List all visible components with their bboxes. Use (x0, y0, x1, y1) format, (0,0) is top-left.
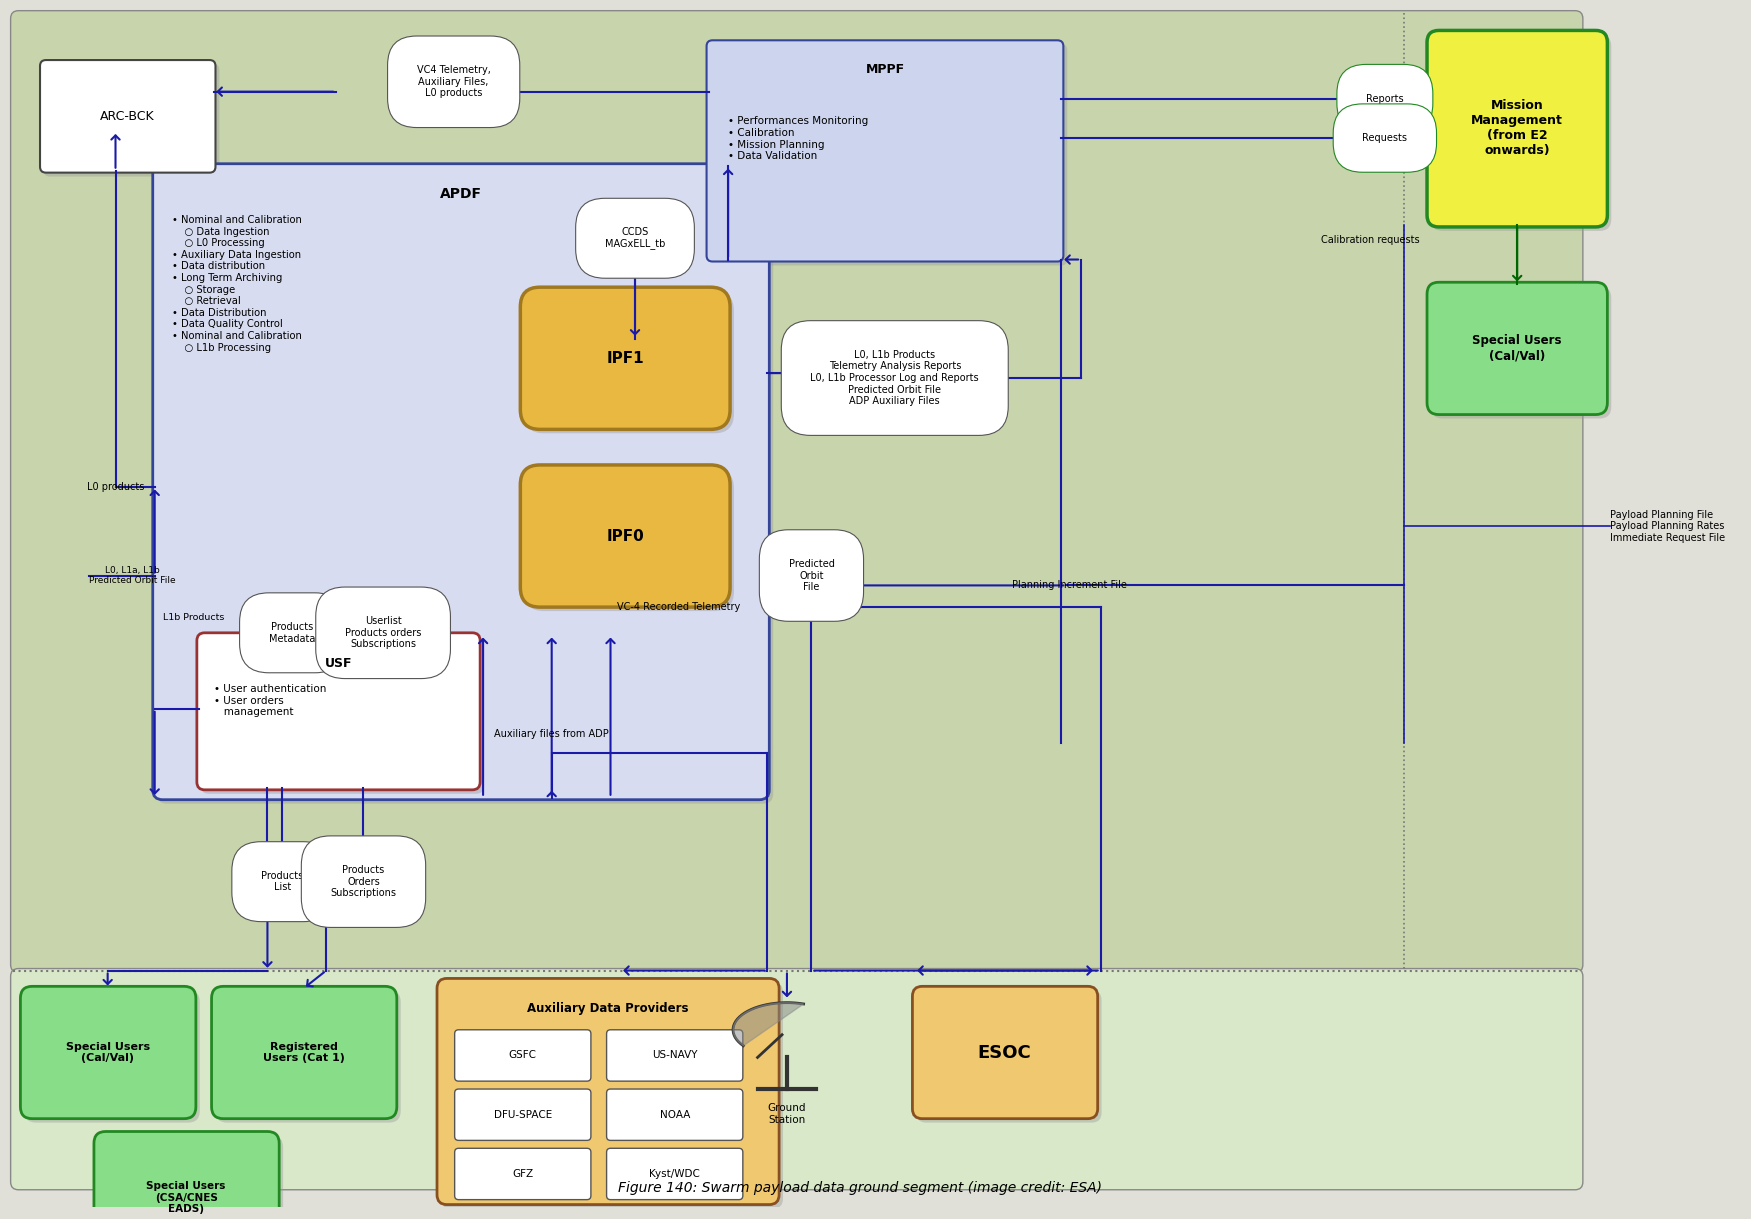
Text: DFU-SPACE: DFU-SPACE (494, 1109, 552, 1120)
Text: APDF: APDF (440, 188, 482, 201)
Text: NOAA: NOAA (660, 1109, 690, 1120)
FancyBboxPatch shape (520, 464, 730, 607)
Text: USF: USF (324, 657, 352, 669)
Text: Products
List: Products List (261, 870, 303, 892)
Text: Predicted
Orbit
File: Predicted Orbit File (788, 560, 835, 592)
FancyBboxPatch shape (455, 1089, 590, 1141)
Text: US-NAVY: US-NAVY (651, 1051, 697, 1061)
FancyBboxPatch shape (1431, 286, 1611, 418)
FancyBboxPatch shape (201, 636, 483, 794)
Text: ARC-BCK: ARC-BCK (100, 110, 154, 123)
Text: Requests: Requests (1362, 133, 1408, 143)
Text: Special Users
(Cal/Val): Special Users (Cal/Val) (1473, 334, 1562, 362)
FancyBboxPatch shape (156, 168, 774, 803)
Text: Mission
Management
(from E2
onwards): Mission Management (from E2 onwards) (1471, 99, 1564, 157)
Text: CCDS
MAGxELL_tb: CCDS MAGxELL_tb (604, 227, 665, 249)
Text: Special Users
(Cal/Val): Special Users (Cal/Val) (65, 1042, 151, 1063)
FancyBboxPatch shape (152, 163, 769, 800)
FancyBboxPatch shape (606, 1148, 742, 1199)
FancyBboxPatch shape (455, 1030, 590, 1081)
Text: • Nominal and Calibration
    ○ Data Ingestion
    ○ L0 Processing
• Auxiliary D: • Nominal and Calibration ○ Data Ingesti… (172, 215, 303, 352)
Text: Userlist
Products orders
Subscriptions: Userlist Products orders Subscriptions (345, 617, 422, 650)
Text: Calibration requests: Calibration requests (1320, 235, 1418, 245)
FancyBboxPatch shape (524, 291, 734, 433)
Text: GFZ: GFZ (513, 1169, 534, 1179)
Text: • User authentication
• User orders
   management: • User authentication • User orders mana… (214, 684, 326, 717)
FancyBboxPatch shape (98, 1135, 284, 1219)
Text: L0, L1a, L1b
Predicted Orbit File: L0, L1a, L1b Predicted Orbit File (89, 566, 175, 585)
Text: MPPF: MPPF (865, 63, 905, 77)
Text: VC4 Telemetry,
Auxiliary Files,
L0 products: VC4 Telemetry, Auxiliary Files, L0 produ… (417, 65, 490, 99)
Polygon shape (734, 1003, 804, 1046)
Text: IPF1: IPF1 (606, 351, 644, 366)
FancyBboxPatch shape (21, 986, 196, 1119)
Text: Planning Increment File: Planning Increment File (1012, 580, 1128, 590)
FancyBboxPatch shape (606, 1089, 742, 1141)
Text: • Performances Monitoring
• Calibration
• Mission Planning
• Data Validation: • Performances Monitoring • Calibration … (728, 116, 868, 161)
Text: Auxiliary Data Providers: Auxiliary Data Providers (527, 1002, 688, 1015)
Text: Special Users
(CSA/CNES
EADS): Special Users (CSA/CNES EADS) (147, 1181, 226, 1214)
Text: GSFC: GSFC (510, 1051, 538, 1061)
Text: Ground
Station: Ground Station (767, 1103, 805, 1124)
FancyBboxPatch shape (524, 469, 734, 611)
FancyBboxPatch shape (215, 990, 401, 1123)
FancyBboxPatch shape (44, 65, 219, 177)
FancyBboxPatch shape (11, 11, 1583, 973)
Text: Auxiliary files from ADP: Auxiliary files from ADP (494, 729, 609, 739)
FancyBboxPatch shape (196, 633, 480, 790)
Text: VC-4 Recorded Telemetry: VC-4 Recorded Telemetry (618, 602, 741, 612)
FancyBboxPatch shape (441, 983, 783, 1208)
Text: Payload Planning File
Payload Planning Rates
Immediate Request File: Payload Planning File Payload Planning R… (1611, 510, 1725, 542)
FancyBboxPatch shape (40, 60, 215, 173)
FancyBboxPatch shape (438, 979, 779, 1204)
FancyBboxPatch shape (1431, 34, 1611, 230)
Text: L0 products: L0 products (88, 482, 144, 491)
Text: Figure 140: Swarm payload data ground segment (image credit: ESA): Figure 140: Swarm payload data ground se… (618, 1181, 1103, 1195)
FancyBboxPatch shape (912, 986, 1098, 1119)
FancyBboxPatch shape (916, 990, 1101, 1123)
Text: L1b Products: L1b Products (163, 612, 224, 622)
FancyBboxPatch shape (1427, 283, 1607, 414)
FancyBboxPatch shape (25, 990, 200, 1123)
Text: ESOC: ESOC (977, 1043, 1031, 1062)
FancyBboxPatch shape (1427, 30, 1607, 227)
Text: Reports: Reports (1366, 94, 1404, 104)
FancyBboxPatch shape (95, 1131, 278, 1219)
Text: Products
Orders
Subscriptions: Products Orders Subscriptions (331, 865, 396, 898)
FancyBboxPatch shape (707, 40, 1063, 262)
FancyBboxPatch shape (606, 1030, 742, 1081)
FancyBboxPatch shape (520, 288, 730, 429)
Text: Kyst/WDC: Kyst/WDC (650, 1169, 700, 1179)
FancyBboxPatch shape (455, 1148, 590, 1199)
FancyBboxPatch shape (212, 986, 397, 1119)
Text: IPF0: IPF0 (606, 529, 644, 544)
Text: Registered
Users (Cat 1): Registered Users (Cat 1) (263, 1042, 345, 1063)
Text: L0, L1b Products
Telemetry Analysis Reports
L0, L1b Processor Log and Reports
Pr: L0, L1b Products Telemetry Analysis Repo… (811, 350, 979, 406)
FancyBboxPatch shape (11, 969, 1583, 1190)
Text: Products
Metadata: Products Metadata (268, 622, 315, 644)
FancyBboxPatch shape (711, 44, 1068, 266)
